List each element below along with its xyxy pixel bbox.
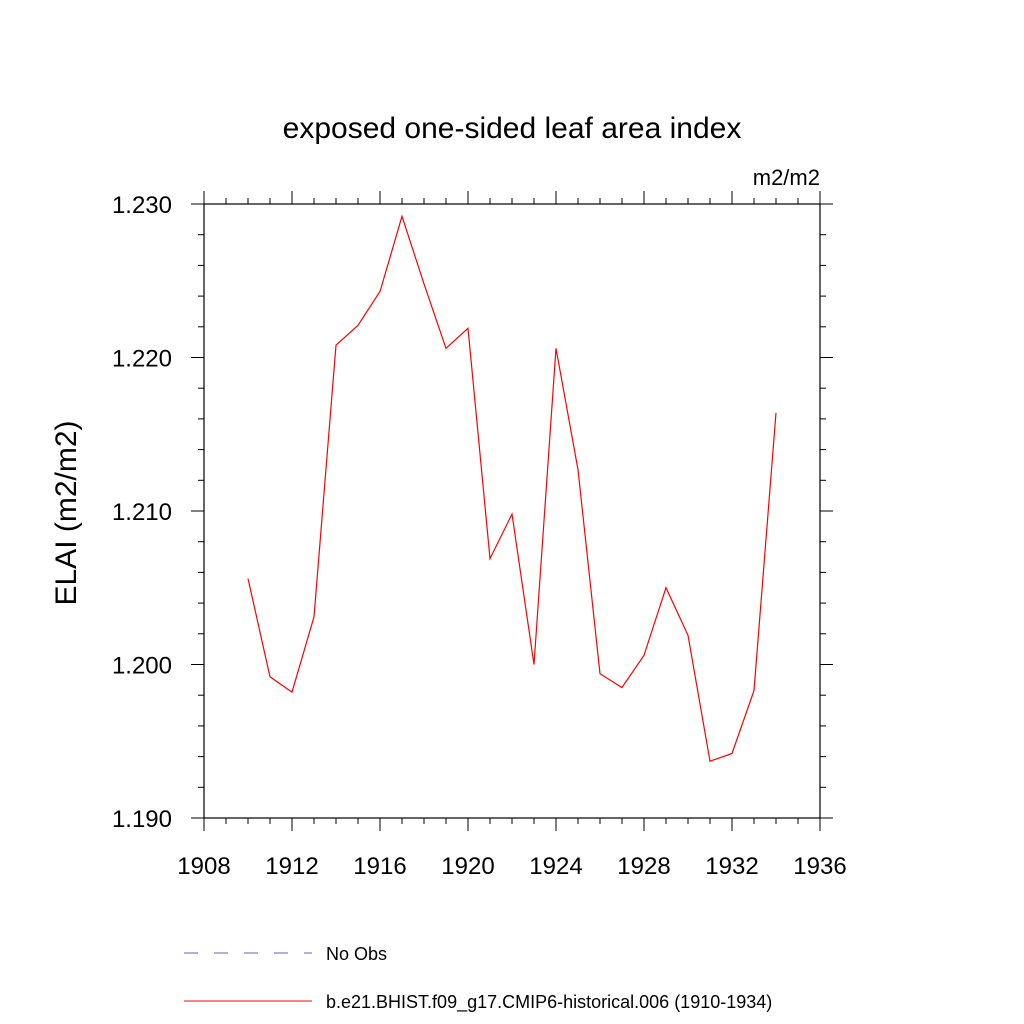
x-tick-label: 1932 [705, 853, 758, 880]
plot-frame [203, 203, 821, 819]
plot-border [203, 203, 821, 819]
legend: No Obs b.e21.BHIST.f09_g17.CMIP6-historic… [184, 944, 772, 1013]
x-tick-label: 1912 [265, 853, 318, 880]
chart-title: exposed one-sided leaf area index [283, 112, 742, 145]
tick-labels: 1908 1912 1916 1920 1924 1928 1932 1936 1.190 1.2… [112, 192, 847, 880]
y-tick-label: 1.220 [112, 346, 172, 373]
x-tick-label: 1924 [529, 853, 582, 880]
legend-label: b.e21.BHIST.f09_g17.CMIP6-historical.006… [326, 992, 772, 1013]
y-tick-label: 1.210 [112, 499, 172, 526]
x-tick-label: 1908 [177, 853, 230, 880]
x-tick-label: 1916 [353, 853, 406, 880]
y-tick-label: 1.230 [112, 192, 172, 219]
y-tick-label: 1.200 [112, 653, 172, 680]
y-tick-label: 1.190 [112, 806, 172, 833]
x-tick-label: 1936 [793, 853, 846, 880]
x-tick-label: 1920 [441, 853, 494, 880]
series-line [247, 214, 777, 762]
x-tick-label: 1928 [617, 853, 670, 880]
legend-label: No Obs [326, 944, 387, 964]
axis-ticks [191, 191, 833, 831]
units-label: m2/m2 [753, 165, 820, 190]
series-lines [247, 214, 777, 762]
y-axis-label: ELAI (m2/m2) [50, 420, 83, 605]
